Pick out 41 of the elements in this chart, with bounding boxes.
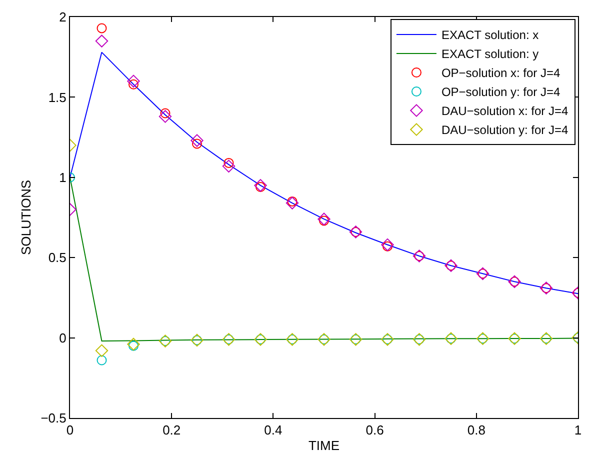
- point: [254, 179, 267, 192]
- point: [95, 344, 108, 357]
- y-tick-label: 0.5: [48, 250, 66, 266]
- point: [224, 158, 234, 168]
- point: [128, 340, 138, 351]
- point: [319, 216, 329, 226]
- legend-label: OP−solution x: for J=4: [441, 66, 561, 80]
- point: [222, 160, 236, 173]
- point: [192, 138, 202, 149]
- legend-label: EXACT solution: y: [441, 47, 539, 62]
- point: [127, 338, 140, 351]
- x-tick-label: 0.6: [366, 422, 384, 438]
- legend-label: OP−solution y: for J=4: [441, 85, 561, 100]
- point: [95, 34, 108, 48]
- point: [286, 196, 299, 210]
- point: [190, 134, 204, 147]
- point: [381, 238, 394, 252]
- x-tick-label: 0.8: [467, 422, 486, 438]
- point: [256, 182, 266, 192]
- x-tick-label: 1: [574, 422, 582, 438]
- point: [158, 110, 172, 123]
- point: [128, 79, 138, 90]
- point: [160, 108, 170, 118]
- point: [96, 355, 107, 366]
- y-tick-label: 0: [59, 330, 66, 346]
- y-tick-label: 2: [59, 10, 66, 25]
- legend-label: EXACT solution: x: [441, 28, 539, 42]
- y-axis-title: SOLUTIONS: [18, 180, 34, 256]
- x-tick-label: 0.2: [162, 422, 181, 438]
- y-tick-label: 1: [59, 170, 66, 185]
- point: [287, 196, 298, 206]
- point: [318, 212, 330, 226]
- point: [382, 241, 392, 252]
- y-tick-label: 1.5: [48, 90, 66, 105]
- legend-label: DAU−solution y: for J=4: [441, 123, 569, 138]
- y-tick-label: −0.5: [40, 410, 66, 426]
- legend-label: DAU−solution x: for J=4: [441, 104, 569, 118]
- x-axis-title: TIME: [308, 438, 340, 454]
- point: [96, 23, 107, 34]
- x-tick-label: 0.4: [264, 422, 282, 438]
- point: [127, 74, 140, 88]
